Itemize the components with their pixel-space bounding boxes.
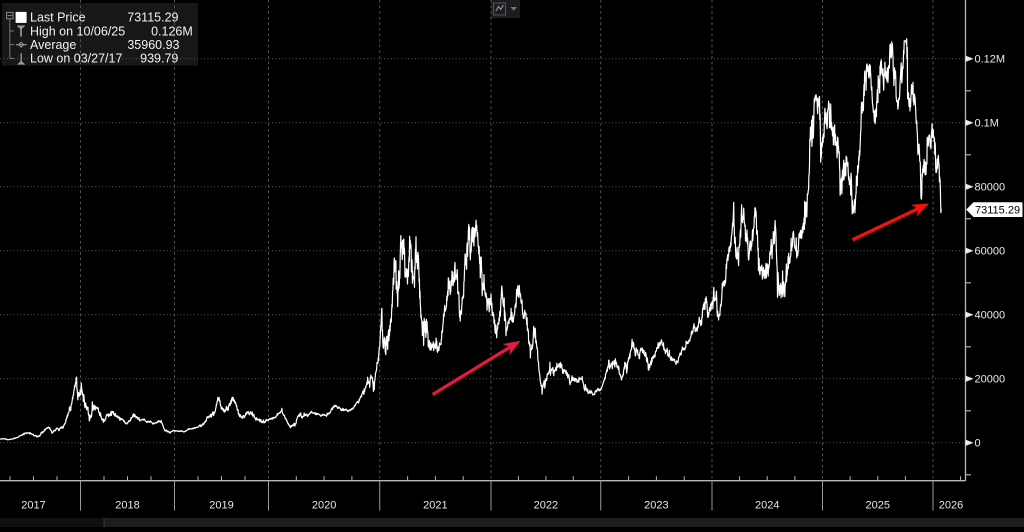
svg-text:0: 0: [975, 438, 981, 450]
svg-text:High on 10/06/25: High on 10/06/25: [30, 24, 125, 38]
svg-text:2026: 2026: [939, 499, 963, 511]
svg-text:2018: 2018: [115, 499, 139, 511]
svg-text:2022: 2022: [534, 499, 558, 511]
svg-text:Low on 03/27/17: Low on 03/27/17: [30, 52, 122, 66]
svg-text:2021: 2021: [423, 499, 447, 511]
svg-text:40000: 40000: [975, 310, 1006, 322]
svg-text:2020: 2020: [312, 499, 336, 511]
svg-text:Average: Average: [30, 38, 76, 52]
svg-text:939.79: 939.79: [140, 52, 178, 66]
svg-text:2023: 2023: [644, 499, 668, 511]
svg-text:2024: 2024: [755, 499, 779, 511]
svg-text:0.126M: 0.126M: [151, 24, 193, 38]
svg-text:73115.29: 73115.29: [975, 204, 1020, 216]
svg-text:2017: 2017: [21, 499, 45, 511]
svg-text:0.1M: 0.1M: [975, 118, 999, 130]
svg-text:60000: 60000: [975, 246, 1006, 258]
svg-text:2019: 2019: [209, 499, 233, 511]
svg-text:20000: 20000: [975, 374, 1006, 386]
svg-text:Last Price: Last Price: [30, 11, 86, 25]
svg-text:80000: 80000: [975, 182, 1006, 194]
svg-text:35960.93: 35960.93: [127, 38, 179, 52]
svg-text:0.12M: 0.12M: [975, 54, 1006, 66]
svg-text:2025: 2025: [866, 499, 890, 511]
svg-text:73115.29: 73115.29: [127, 11, 178, 25]
